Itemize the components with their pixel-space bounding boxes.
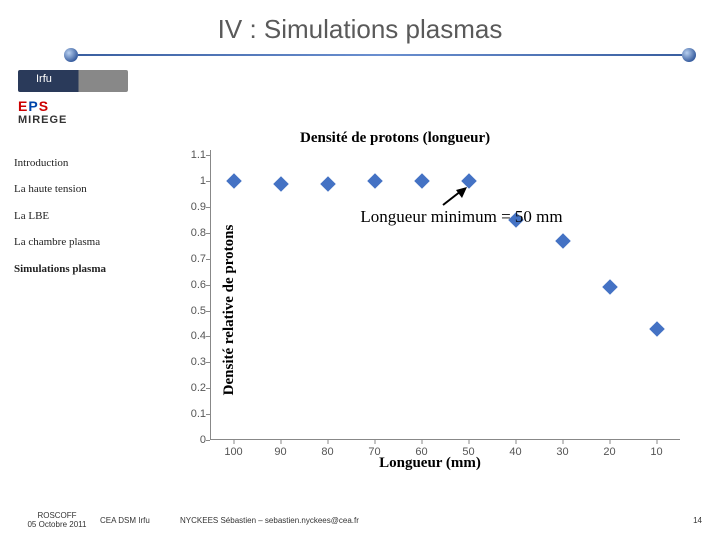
x-tick-mark [562,440,563,444]
y-tick-label: 0.1 [180,408,206,420]
y-tick-mark [206,259,210,260]
y-tick-label: 0.8 [180,227,206,239]
y-tick-label: 0.6 [180,279,206,291]
y-tick-mark [206,181,210,182]
x-axis-label: Longueur (mm) [170,455,690,472]
data-point [602,279,618,295]
data-point [226,173,242,189]
chart: Densité relative de protons 00.10.20.30.… [170,150,690,470]
sidebar-item[interactable]: La chambre plasma [14,229,134,255]
y-tick-mark [206,311,210,312]
y-tick-mark [206,285,210,286]
data-point [555,233,571,249]
data-point [649,321,665,337]
footer: ROSCOFF 05 Octobre 2011 CEA DSM Irfu NYC… [0,511,720,530]
page-title: IV : Simulations plasmas [30,14,690,45]
x-tick-mark [374,440,375,444]
data-point [273,176,289,192]
plot-area: 00.10.20.30.40.50.60.70.80.911.110090807… [210,150,680,440]
x-tick-mark [280,440,281,444]
logo-mirege-top: EPS [18,98,128,114]
y-tick-label: 1 [180,175,206,187]
y-tick-mark [206,414,210,415]
logo-mirege-bottom: MIREGE [18,114,128,126]
sidebar-item[interactable]: Introduction [14,150,134,176]
sidebar-item[interactable]: Simulations plasma [14,256,134,282]
y-tick-label: 0.5 [180,305,206,317]
sidebar-item[interactable]: La LBE [14,203,134,229]
rule-ball-right-icon [682,48,696,62]
data-point [320,176,336,192]
y-tick-mark [206,207,210,208]
arrow-icon [441,187,467,207]
x-tick-mark [327,440,328,444]
footer-author: NYCKEES Sébastien – sebastien.nyckees@ce… [180,516,690,525]
sidebar: IntroductionLa haute tensionLa LBELa cha… [14,150,134,282]
footer-location-line2: 05 Octobre 2011 [14,520,100,530]
y-axis [210,150,211,440]
y-tick-mark [206,233,210,234]
title-rule [70,52,690,58]
x-tick-mark [468,440,469,444]
y-tick-mark [206,362,210,363]
x-tick-mark [515,440,516,444]
rule-ball-left-icon [64,48,78,62]
sidebar-item[interactable]: La haute tension [14,176,134,202]
y-tick-mark [206,155,210,156]
y-tick-label: 0.3 [180,356,206,368]
x-tick-mark [656,440,657,444]
y-tick-label: 0 [180,434,206,446]
chart-annotation: Longueur minimum = 50 mm [360,207,562,227]
y-tick-label: 0.4 [180,330,206,342]
slide: IV : Simulations plasmas EPS MIREGE Intr… [0,0,720,540]
y-tick-mark [206,388,210,389]
title-row: IV : Simulations plasmas [0,14,720,45]
logo-irfu [18,70,128,92]
logo-mirege: EPS MIREGE [18,98,128,132]
y-tick-label: 0.2 [180,382,206,394]
x-tick-mark [233,440,234,444]
y-tick-label: 0.9 [180,201,206,213]
footer-page: 14 [690,516,720,525]
y-tick-label: 1.1 [180,149,206,161]
data-point [367,173,383,189]
footer-location-line1: ROSCOFF [14,511,100,521]
x-tick-mark [609,440,610,444]
y-tick-label: 0.7 [180,253,206,265]
chart-title: Densité de protons (longueur) [300,130,490,147]
data-point [414,173,430,189]
y-tick-mark [206,336,210,337]
footer-location: ROSCOFF 05 Octobre 2011 [0,511,100,530]
footer-org: CEA DSM Irfu [100,516,180,525]
x-tick-mark [421,440,422,444]
rule-line [78,54,682,56]
y-tick-mark [206,440,210,441]
